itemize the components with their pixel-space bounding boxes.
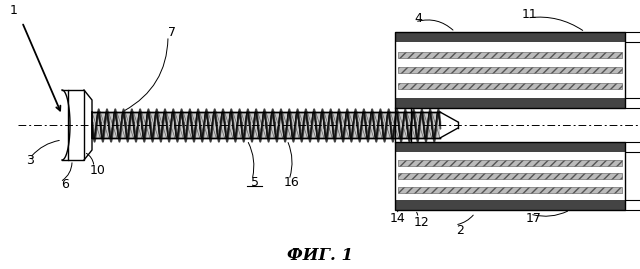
- Bar: [68, 90, 84, 160]
- Text: 10: 10: [90, 164, 106, 176]
- Text: ФИГ. 1: ФИГ. 1: [287, 246, 353, 264]
- Bar: [395, 142, 625, 152]
- Text: 5: 5: [251, 176, 259, 189]
- Bar: [398, 160, 622, 165]
- Bar: [395, 142, 625, 210]
- Text: 4: 4: [414, 12, 422, 24]
- Text: 12: 12: [414, 215, 430, 228]
- Text: 3: 3: [26, 154, 34, 167]
- Bar: [395, 142, 625, 210]
- Bar: [395, 32, 625, 108]
- Bar: [398, 173, 622, 179]
- Bar: [395, 32, 625, 108]
- Bar: [398, 67, 622, 73]
- Bar: [92, 112, 440, 138]
- Bar: [398, 51, 622, 58]
- Text: 7: 7: [168, 26, 176, 38]
- Bar: [395, 200, 625, 210]
- Bar: [395, 98, 625, 108]
- Text: 1: 1: [10, 3, 18, 16]
- Text: 14: 14: [390, 211, 406, 225]
- Text: 6: 6: [61, 179, 69, 192]
- Text: 2: 2: [456, 224, 464, 236]
- Bar: [395, 32, 625, 42]
- Bar: [398, 186, 622, 193]
- Text: 16: 16: [284, 176, 300, 189]
- Text: 11: 11: [522, 8, 538, 20]
- Text: 17: 17: [526, 211, 542, 225]
- Bar: [398, 83, 622, 89]
